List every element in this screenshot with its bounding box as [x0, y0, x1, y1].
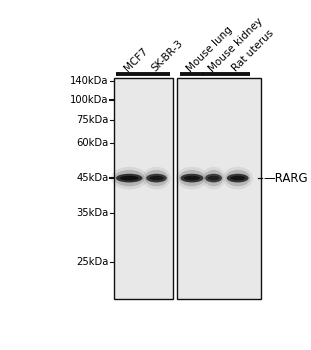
Text: 75kDa: 75kDa: [77, 115, 109, 125]
Ellipse shape: [225, 170, 250, 186]
Ellipse shape: [142, 167, 171, 189]
Ellipse shape: [114, 170, 145, 186]
Text: 100kDa: 100kDa: [70, 95, 109, 105]
Ellipse shape: [204, 170, 223, 186]
Text: 35kDa: 35kDa: [77, 208, 109, 218]
Text: 25kDa: 25kDa: [77, 257, 109, 267]
Ellipse shape: [205, 174, 222, 182]
Ellipse shape: [149, 176, 164, 180]
Ellipse shape: [146, 174, 167, 182]
Ellipse shape: [208, 176, 220, 180]
Bar: [114, 78, 173, 299]
Text: MCF7: MCF7: [122, 46, 150, 74]
Text: SK-BR-3: SK-BR-3: [149, 38, 185, 74]
Text: 140kDa: 140kDa: [70, 76, 109, 86]
Ellipse shape: [145, 170, 168, 186]
Text: 60kDa: 60kDa: [77, 138, 109, 148]
Ellipse shape: [227, 174, 248, 182]
Ellipse shape: [230, 176, 245, 180]
Text: Mouse lung: Mouse lung: [185, 24, 234, 74]
Text: 45kDa: 45kDa: [77, 173, 109, 183]
Ellipse shape: [120, 176, 138, 180]
Ellipse shape: [111, 167, 148, 189]
Ellipse shape: [223, 167, 253, 189]
Ellipse shape: [202, 167, 225, 189]
Text: Mouse kidney: Mouse kidney: [207, 16, 264, 74]
Ellipse shape: [116, 174, 142, 182]
Ellipse shape: [179, 170, 205, 186]
Text: —RARG: —RARG: [263, 172, 308, 184]
Ellipse shape: [176, 167, 208, 189]
Ellipse shape: [184, 176, 200, 180]
Ellipse shape: [180, 174, 203, 182]
Bar: [178, 78, 261, 299]
Text: Rat uterus: Rat uterus: [231, 28, 276, 74]
